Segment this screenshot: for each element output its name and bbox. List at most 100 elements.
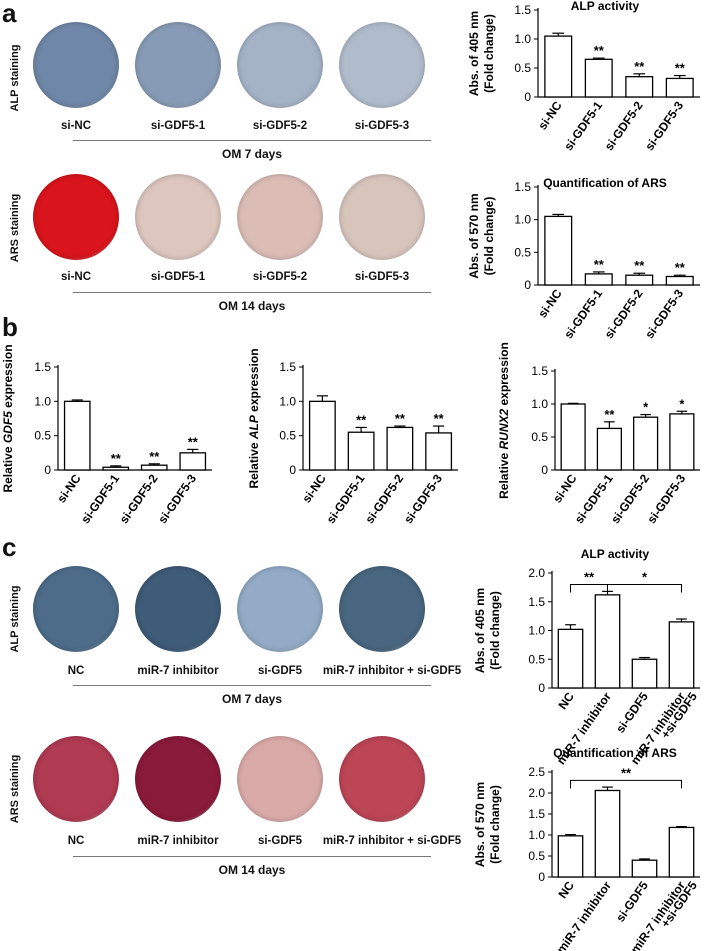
dish-ars-c-4: [339, 736, 425, 822]
y-tick-label: 2.0: [528, 786, 545, 800]
condition-line: [73, 856, 431, 857]
y-tick-label: 1.5: [514, 180, 531, 194]
dish-alp-c-3: [237, 566, 323, 652]
x-tick-label: si-GDF5-1: [561, 286, 605, 341]
bar: [668, 826, 695, 878]
x-tick-label: si-NC: [535, 98, 565, 132]
y-tick-label: 2.5: [528, 765, 545, 779]
significance-label: **: [584, 570, 595, 585]
x-tick-label: NC: [556, 689, 578, 712]
dish-ars-a-1: [33, 174, 119, 260]
y-axis-label: Relative RUNX2 expression: [497, 342, 511, 499]
x-tick-label: si-GDF5-1: [324, 471, 368, 526]
bar: [669, 413, 695, 471]
significance-label: **: [395, 411, 406, 426]
dish-alp-c-1: [33, 566, 119, 652]
bar: [102, 466, 130, 471]
significance-label: **: [356, 412, 367, 427]
dish-label: si-GDF5-2: [252, 271, 308, 283]
dish-label: si-NC: [60, 120, 92, 132]
y-tick-label: 0: [289, 463, 296, 477]
dish-label: NC: [67, 665, 85, 677]
bar: [584, 273, 613, 286]
x-tick-label: si-NC: [550, 471, 580, 505]
x-tick-label: si-GDF5: [613, 689, 651, 735]
bar: [347, 431, 375, 471]
dish-label: si-GDF5-1: [150, 271, 206, 283]
y-tick-label: 0: [524, 278, 531, 292]
dish-alp-a-4: [339, 22, 425, 108]
bar: [631, 859, 658, 878]
bar: [668, 621, 695, 689]
y-tick-label: 0: [524, 90, 531, 104]
y-tick-label: 1.5: [279, 360, 296, 374]
dish-label: si-GDF5-3: [354, 271, 410, 283]
y-tick-label: 1.0: [528, 624, 545, 638]
significance-label: *: [642, 570, 648, 585]
y-axis-label: Abs. of 405 nm: [473, 588, 487, 673]
x-tick-label: NC: [556, 878, 578, 901]
bar: [544, 215, 573, 286]
y-tick-label: 1.5: [528, 807, 545, 821]
bar: [63, 400, 91, 471]
bar: [544, 35, 573, 98]
y-tick-label: 1.5: [34, 360, 51, 374]
bar: [665, 77, 694, 98]
significance-label: **: [604, 407, 615, 422]
y-tick-label: 0.5: [514, 245, 531, 259]
dish-label: miR-7 inhibitor + si-GDF5: [322, 665, 462, 677]
dish-ars-c-3: [237, 736, 323, 822]
dish-label: miR-7 inhibitor: [137, 835, 219, 847]
y-axis-label: (Fold change): [488, 591, 502, 670]
significance-label: **: [675, 61, 686, 76]
dish-ars-a-2: [135, 174, 221, 260]
bar: [425, 432, 453, 471]
y-axis-label: (Fold change): [488, 785, 502, 864]
bar: [557, 628, 584, 689]
y-tick-label: 0.5: [528, 849, 545, 863]
significance-bracket: [570, 584, 608, 593]
dish-ars-a-3: [237, 174, 323, 260]
dish-label: si-GDF5: [257, 835, 303, 847]
y-tick-label: 0.5: [34, 429, 51, 443]
significance-label: *: [679, 396, 685, 411]
bar: [625, 76, 654, 98]
x-tick-label: si-GDF5-1: [561, 98, 605, 153]
y-tick-label: 0.5: [528, 652, 545, 666]
y-tick-label: 1.5: [531, 364, 548, 378]
bar: [596, 427, 622, 471]
significance-label: **: [188, 434, 199, 449]
y-axis-label: Relative GDF5 expression: [1, 344, 15, 492]
dish-label: miR-7 inhibitor: [137, 665, 219, 677]
x-tick-label: si-NC: [299, 471, 329, 505]
significance-label: **: [621, 765, 632, 780]
x-tick-label: si-NC: [535, 286, 565, 320]
y-tick-label: 1.5: [528, 595, 545, 609]
dish-alp-a-3: [237, 22, 323, 108]
bar: [179, 452, 207, 471]
condition-label: OM 7 days: [221, 692, 283, 706]
chart-title: Quantification of ARS: [553, 746, 677, 760]
panel-letter-a: a: [2, 0, 17, 28]
significance-label: **: [149, 449, 160, 464]
y-tick-label: 1.0: [34, 394, 51, 408]
y-tick-label: 1.0: [279, 394, 296, 408]
bar: [308, 400, 336, 471]
y-tick-label: 0: [541, 463, 548, 477]
chart-title: Quantification of ARS: [543, 176, 667, 190]
bar: [631, 658, 658, 689]
dish-label: miR-7 inhibitor + si-GDF5: [322, 835, 462, 847]
dish-ars-a-4: [339, 174, 425, 260]
x-tick-label: si-GDF5-2: [602, 286, 646, 341]
significance-label: **: [594, 43, 605, 58]
dish-label: si-GDF5-1: [150, 120, 206, 132]
significance-label: *: [643, 400, 649, 415]
condition-line: [73, 292, 431, 293]
y-tick-label: 1.5: [514, 3, 531, 17]
dish-ars-c-1: [33, 736, 119, 822]
bar: [625, 274, 654, 286]
y-axis-label: (Fold change): [482, 14, 496, 93]
bar: [386, 426, 414, 471]
bar: [633, 416, 659, 471]
